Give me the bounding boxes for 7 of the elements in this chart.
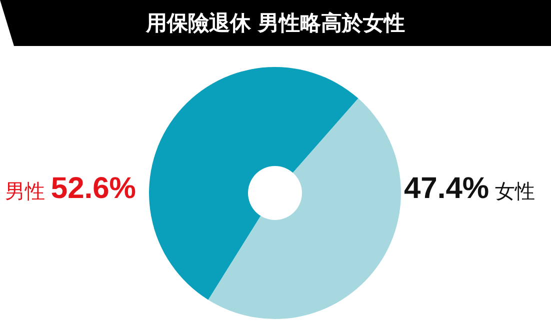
donut-slice [208,98,401,319]
donut-slice [149,67,358,300]
slice-label: 男性 [4,181,45,203]
data-label: 52.6% [50,172,136,205]
chart-title: 用保險退休 男性略高於女性 [0,0,551,46]
data-label: 47.4% [404,172,490,205]
slice-label: 女性 [495,181,536,203]
